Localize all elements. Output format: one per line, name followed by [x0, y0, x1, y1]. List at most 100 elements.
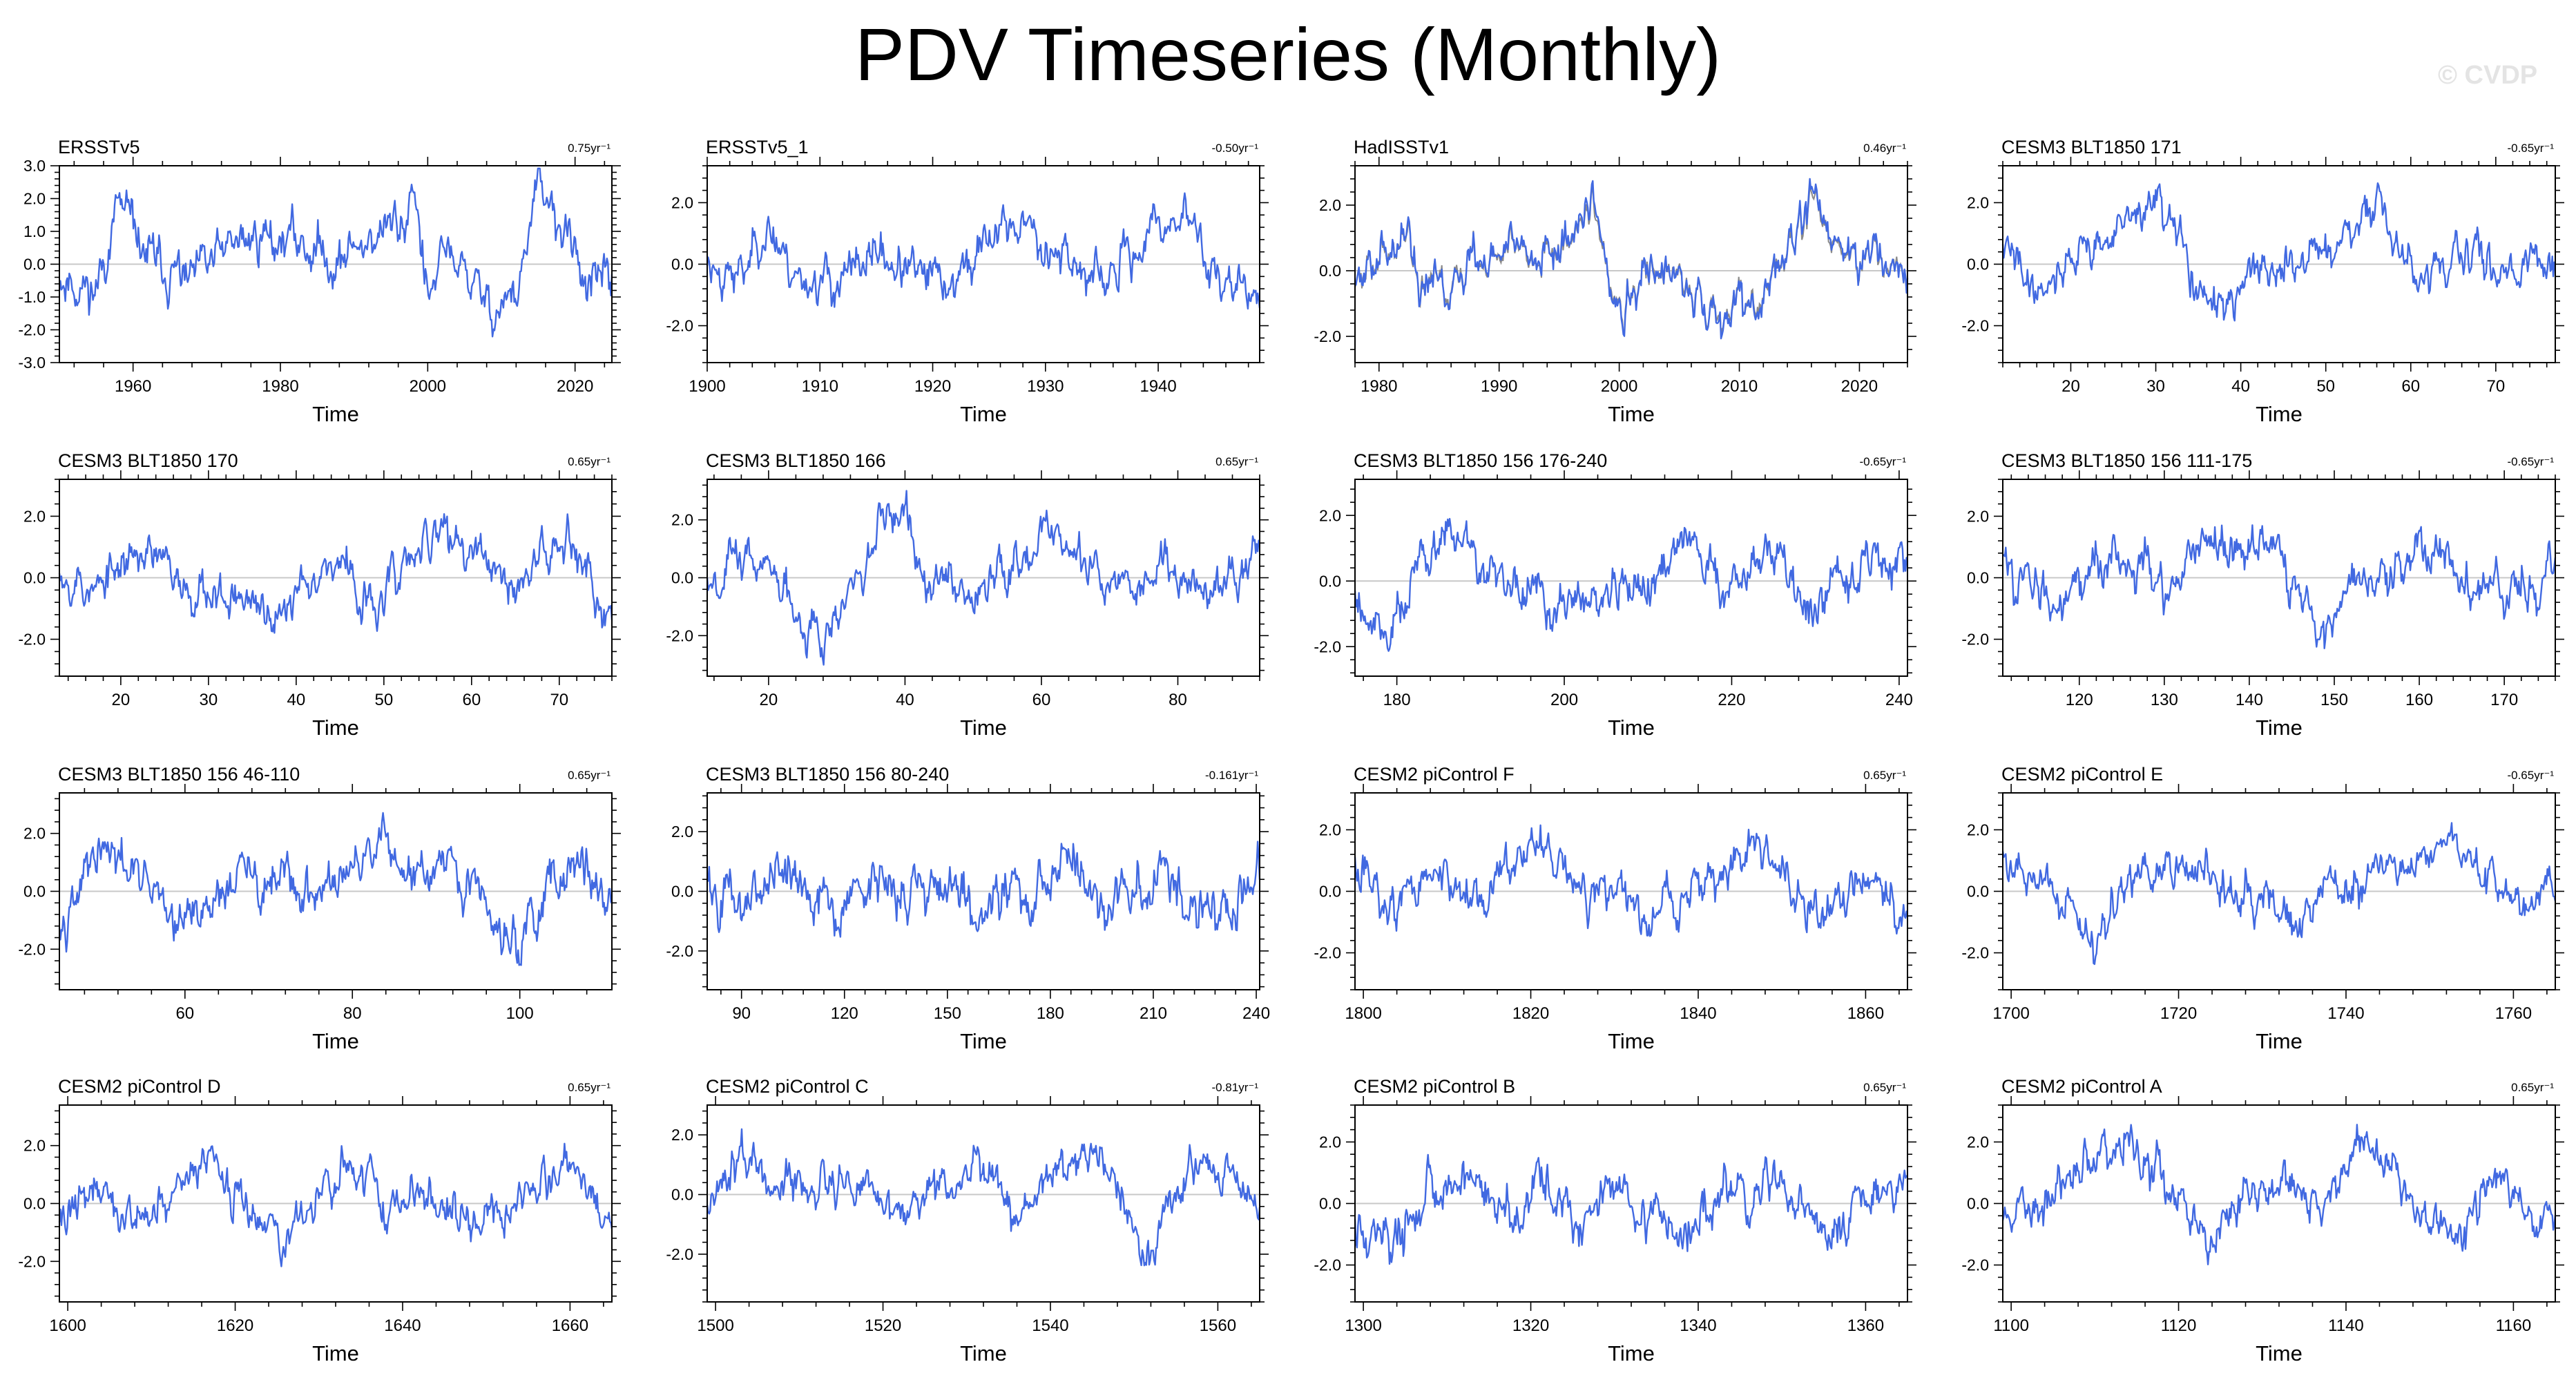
x-tick-label: 1740: [2327, 1004, 2364, 1023]
x-tick-label: 60: [175, 1004, 194, 1023]
x-axis-label: Time: [960, 402, 1007, 426]
panel-title: CESM2 piControl B: [1354, 1076, 1515, 1097]
x-tick-label: 2020: [557, 377, 593, 396]
plot-frame: [1354, 165, 1908, 363]
plot-frame: [707, 1104, 1260, 1303]
panel-title: CESM2 piControl F: [1354, 764, 1515, 785]
y-tick-label: -2.0: [666, 942, 693, 960]
x-axis-label: Time: [960, 1341, 1007, 1365]
x-tick-label: 1600: [49, 1316, 86, 1335]
panel-title: CESM3 BLT1850 156 80-240: [706, 764, 949, 785]
panel-title: CESM3 BLT1850 170: [58, 450, 238, 471]
y-tick-label: -2.0: [18, 1252, 46, 1270]
trend-annotation: -0.65yr⁻¹: [1859, 455, 1906, 468]
y-tick-label: 0.0: [1967, 1195, 1989, 1213]
x-axis-label: Time: [2256, 716, 2303, 740]
x-tick-label: 1640: [384, 1316, 421, 1335]
chart-panel: CESM2 piControl E -0.65yr⁻¹ 1700 1720 1740 17…: [1961, 764, 2564, 1053]
x-tick-label: 30: [2146, 377, 2165, 396]
x-tick-label: 1660: [552, 1316, 588, 1335]
y-tick-label: 1.0: [23, 222, 46, 240]
x-tick-label: 1980: [1361, 377, 1397, 396]
x-tick-label: 1300: [1345, 1316, 1381, 1335]
y-tick-label: 2.0: [671, 193, 693, 211]
y-tick-label: 2.0: [1319, 1133, 1341, 1151]
x-tick-label: 1940: [1140, 377, 1176, 396]
pdv-series-line: [2001, 822, 2557, 966]
x-tick-label: 1920: [914, 377, 951, 396]
x-tick-label: 1820: [1512, 1004, 1549, 1023]
pdv-series-line: [58, 1142, 613, 1267]
trend-annotation: 0.75yr⁻¹: [568, 142, 611, 155]
y-tick-label: -2.0: [666, 626, 693, 644]
x-tick-label: 1900: [689, 377, 725, 396]
y-tick-label: 2.0: [1319, 821, 1341, 838]
trend-annotation: -0.161yr⁻¹: [1205, 769, 1258, 782]
pdv-series-line: [1354, 517, 1909, 652]
y-tick-label: 2.0: [671, 823, 693, 841]
chart-panel: CESM3 BLT1850 171 -0.65yr⁻¹ 20 30 40 50 60 70 -2…: [1961, 137, 2564, 426]
y-tick-label: 0.0: [671, 569, 693, 587]
x-tick-label: 40: [287, 691, 306, 709]
x-tick-label: 1520: [865, 1316, 901, 1335]
x-tick-label: 70: [2486, 377, 2505, 396]
x-tick-label: 60: [462, 691, 481, 709]
panel-title: CESM3 BLT1850 156 46-110: [58, 764, 300, 785]
y-tick-label: -3.0: [18, 354, 46, 372]
x-tick-label: 1960: [115, 377, 151, 396]
y-tick-label: 0.0: [23, 569, 46, 587]
y-tick-label: -2.0: [18, 321, 46, 339]
y-tick-label: 0.0: [1319, 262, 1341, 280]
x-tick-label: 1100: [1993, 1316, 2029, 1335]
panel-title: CESM3 BLT1850 166: [706, 450, 886, 471]
y-tick-label: 0.0: [671, 883, 693, 901]
chart-panel: CESM2 piControl D 0.65yr⁻¹ 1600 1620 1640 166…: [18, 1076, 621, 1365]
y-tick-label: 0.0: [1967, 883, 1989, 901]
y-tick-label: -2.0: [1314, 944, 1341, 962]
y-tick-label: 0.0: [1319, 572, 1341, 590]
x-tick-label: 1990: [1481, 377, 1517, 396]
chart-panel: CESM2 piControl B 0.65yr⁻¹ 1300 1320 1340 136…: [1314, 1076, 1916, 1365]
y-tick-label: 2.0: [1967, 507, 1989, 525]
panel-title: CESM2 piControl D: [58, 1076, 221, 1097]
x-axis-label: Time: [312, 716, 359, 740]
x-tick-label: 180: [1383, 691, 1411, 709]
chart-panel: CESM2 piControl A 0.65yr⁻¹ 1100 1120 1140 116…: [1961, 1076, 2564, 1365]
x-axis-label: Time: [1608, 1029, 1655, 1053]
y-tick-label: -2.0: [1961, 631, 1989, 649]
x-tick-label: 1700: [1992, 1004, 2029, 1023]
x-tick-label: 120: [831, 1004, 858, 1023]
x-tick-label: 1800: [1345, 1004, 1381, 1023]
x-tick-label: 2000: [410, 377, 446, 396]
x-axis-label: Time: [312, 402, 359, 426]
pdv-series-line: [1354, 178, 1909, 340]
x-tick-label: 40: [2231, 377, 2250, 396]
panel-title: ERSSTv5: [58, 137, 140, 157]
trend-annotation: 0.65yr⁻¹: [1863, 1081, 1906, 1094]
pdv-series-line: [2001, 1124, 2557, 1266]
y-tick-label: -2.0: [1961, 944, 1989, 962]
y-tick-label: -2.0: [18, 940, 46, 958]
chart-panel: CESM3 BLT1850 166 0.65yr⁻¹ 20 40 60 80 -2.0 0.0…: [666, 450, 1269, 740]
chart-panel: ERSSTv5_1 -0.50yr⁻¹ 1900 1910 1920 1930 1940 -2…: [666, 137, 1269, 426]
y-tick-label: 2.0: [1967, 1133, 1989, 1151]
x-axis-label: Time: [1608, 716, 1655, 740]
x-axis-label: Time: [2256, 402, 2303, 426]
y-tick-label: -2.0: [666, 317, 693, 335]
x-tick-label: 1540: [1032, 1316, 1068, 1335]
x-tick-label: 2010: [1721, 377, 1758, 396]
trend-annotation: 0.46yr⁻¹: [1863, 142, 1906, 155]
chart-panel: CESM3 BLT1850 156 176-240 -0.65yr⁻¹ 180 200…: [1314, 450, 1916, 740]
x-tick-label: 1160: [2496, 1316, 2532, 1335]
trend-annotation: 0.65yr⁻¹: [568, 455, 611, 468]
y-tick-label: 0.0: [1967, 256, 1989, 274]
x-tick-label: 1860: [1847, 1004, 1884, 1023]
y-tick-label: 0.0: [671, 256, 693, 274]
y-tick-label: -2.0: [1314, 1256, 1341, 1274]
x-tick-label: 240: [1242, 1004, 1270, 1023]
y-tick-label: 2.0: [1319, 196, 1341, 214]
x-tick-label: 80: [1169, 691, 1187, 709]
trend-annotation: -0.81yr⁻¹: [1211, 1081, 1258, 1094]
y-tick-label: 2.0: [23, 190, 46, 208]
x-tick-label: 2000: [1601, 377, 1637, 396]
